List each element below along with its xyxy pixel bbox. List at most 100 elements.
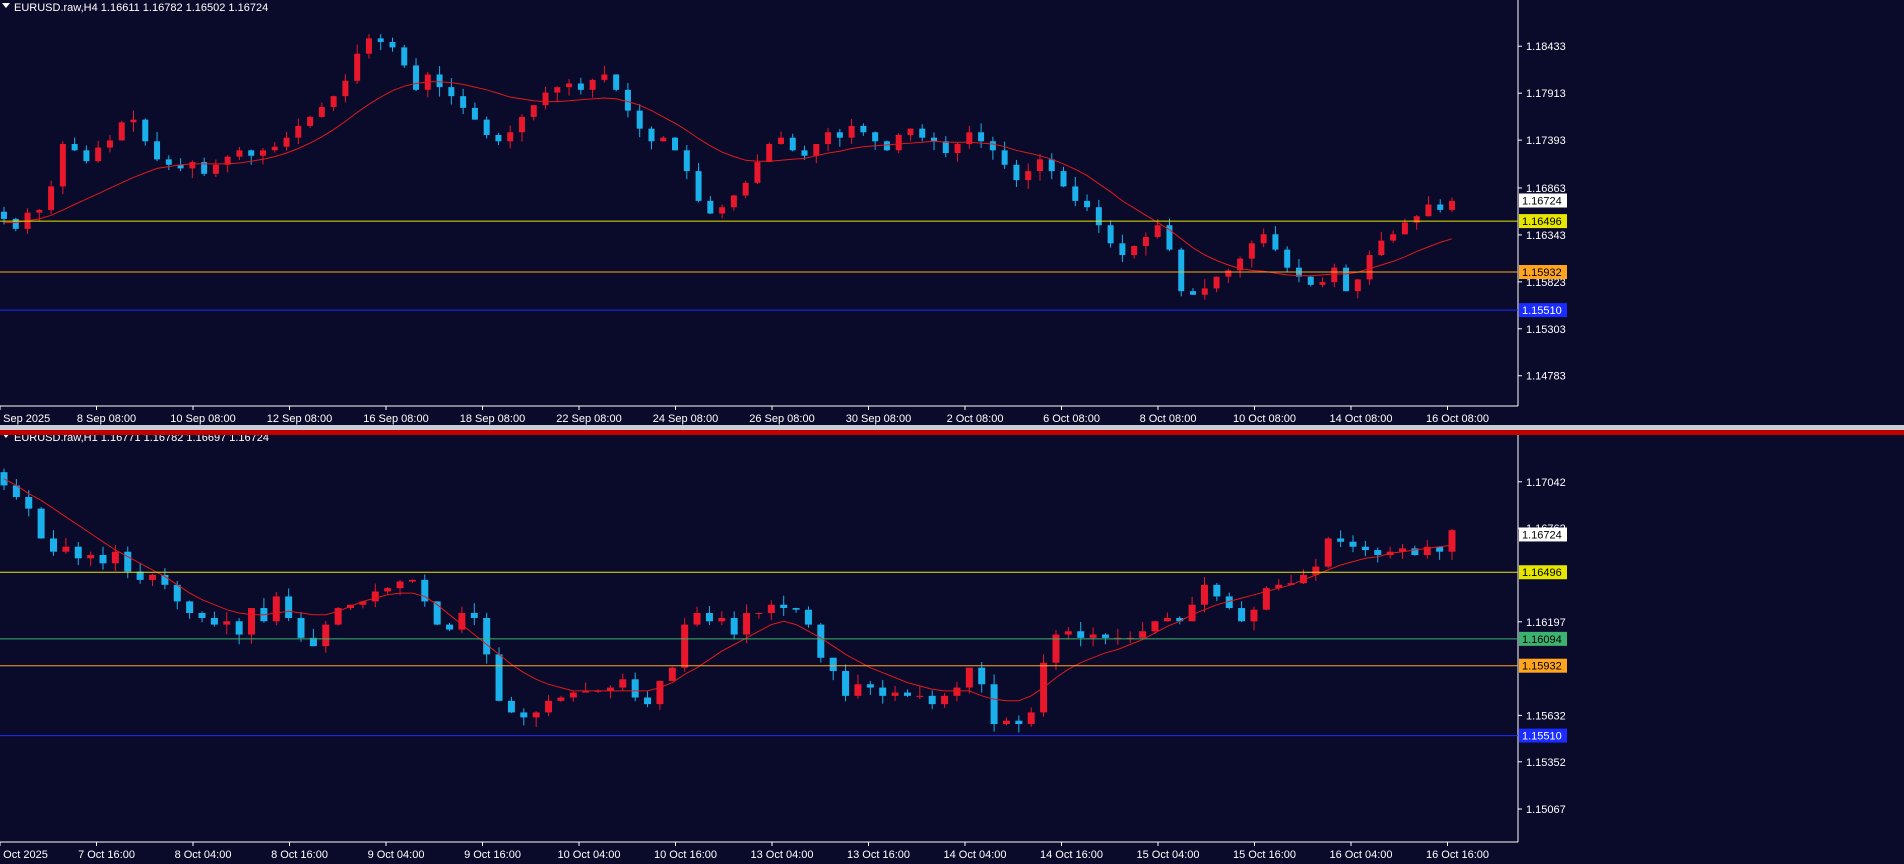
candle-body [767,604,775,614]
candle-body [1436,546,1444,552]
candle-body [978,667,986,685]
candle-body [446,624,454,630]
candle-body [1154,225,1161,237]
candle-body [792,608,800,610]
x-tick-label: 12 Sep 08:00 [267,413,332,425]
candle-body [668,667,676,681]
candle-body [248,150,255,156]
x-tick-label: 30 Sep 08:00 [846,413,911,425]
candle-body [953,687,961,696]
x-tick-label: 7 Oct 2025 [0,849,48,861]
candle-body [236,150,243,157]
candle-body [1284,249,1291,268]
candle-body [1390,234,1397,241]
candle-body [272,596,280,622]
candle-body [891,692,899,696]
price-level-tag [1519,303,1567,318]
candle-body [1401,222,1408,235]
candle-body [71,144,78,151]
candle-body [1166,225,1173,250]
h1-chart-pane[interactable]: EURUSD.raw,H1 1.16771 1.16782 1.16697 1.… [0,430,1904,864]
candle-body [495,134,502,142]
x-tick-label: 8 Oct 04:00 [175,849,232,861]
candle-body [907,128,914,135]
x-tick-label: 16 Oct 08:00 [1426,413,1489,425]
y-tick-label: 1.15303 [1526,324,1566,336]
candle-body [371,591,379,602]
pane-separator[interactable] [0,425,1904,431]
candle-body [817,624,825,658]
candle-body [25,497,33,509]
x-tick-label: 15 Oct 04:00 [1137,849,1200,861]
candle-body [1319,282,1326,285]
candle-body [50,538,58,552]
candle-body [1190,291,1197,295]
candle-body [530,105,537,117]
price-level-tag [1519,565,1567,580]
candle-body [1354,279,1361,292]
candle-body [566,83,573,88]
candle-body [606,687,614,691]
x-tick-label: 24 Sep 08:00 [653,413,718,425]
y-tick-label: 1.16197 [1526,617,1566,629]
x-tick-label: 15 Oct 16:00 [1233,849,1296,861]
candle-body [448,87,455,97]
candle-body [1225,270,1232,277]
price-level-label: 1.15932 [1522,267,1562,279]
candle-body [307,116,314,126]
candle-body [883,141,890,151]
collapse-triangle-icon[interactable] [2,3,10,8]
candle-body [1107,225,1114,244]
candle-body [854,684,862,696]
x-tick-label: 22 Sep 08:00 [556,413,621,425]
candle-body [1119,243,1126,256]
chart-svg: EURUSD.raw,H1 1.16771 1.16782 1.16697 1.… [0,430,1904,864]
candle-body [1366,255,1373,280]
candle-body [59,144,66,187]
active-pane-indicator [0,430,1904,435]
x-tick-label: 10 Oct 04:00 [558,849,621,861]
x-tick-label: 8 Oct 16:00 [271,849,328,861]
candle-body [1060,171,1067,187]
price-level-label: 1.16094 [1522,634,1562,646]
candle-body [136,571,144,580]
candle-body [1324,538,1332,567]
price-level-tag [1519,631,1567,646]
candle-body [825,132,832,144]
candle-body [1201,288,1208,295]
x-tick-label: 8 Sep 08:00 [77,413,136,425]
candle-body [942,141,949,154]
candle-body [483,119,490,135]
candle-body [62,546,70,552]
x-tick-label: 18 Sep 08:00 [460,413,525,425]
chart-background [0,0,1904,428]
candle-body [582,690,590,693]
candle-body [804,609,812,625]
candle-body [436,74,443,88]
y-tick-label: 1.16863 [1526,183,1566,195]
h4-chart-pane[interactable]: EURUSD.raw,H4 1.16611 1.16782 1.16502 1.… [0,0,1904,428]
candle-body [1398,548,1406,552]
candle-body [1411,548,1419,556]
candle-body [941,695,949,705]
candle-body [1095,207,1102,226]
x-tick-label: 9 Oct 16:00 [464,849,521,861]
candle-body [695,171,702,201]
candle-body [707,200,714,214]
candle-body [895,134,902,151]
candle-body [990,684,998,725]
candle-body [458,613,466,630]
candle-body [1449,200,1455,210]
candle-body [12,485,20,498]
candle-body [1425,204,1432,217]
candle-body [842,670,850,696]
candle-body [507,700,515,713]
candle-body [624,89,631,111]
candle-body [1448,530,1456,552]
candle-body [848,125,855,138]
x-tick-label: 8 Oct 08:00 [1140,413,1197,425]
candle-body [965,667,973,688]
candle-body [1036,159,1043,172]
candle-body [1423,546,1431,556]
moving-average-line [3,478,1453,702]
